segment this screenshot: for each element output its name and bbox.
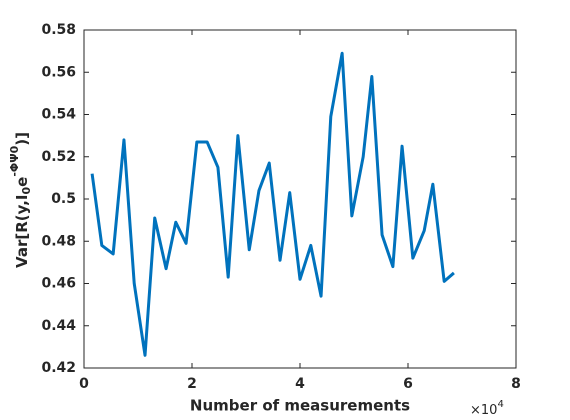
y-tick-label: 0.54 [41,107,76,123]
y-tick-label: 0.5 [51,191,76,207]
y-axis-label-part: e [13,177,31,187]
x-tick-label: 4 [295,376,305,392]
x-tick-label: 6 [403,376,413,392]
line-series [90,51,455,357]
y-axis-label-part: Var[R(y,I [13,195,31,268]
y-axis-label-part: )] [13,132,31,146]
x-tick-label: 2 [187,376,197,392]
y-tick-label: 0.46 [41,276,76,292]
x-tick-label: 0 [79,376,89,392]
y-tick-label: 0.52 [41,149,76,165]
y-tick-label: 0.48 [41,233,76,249]
y-tick-label: 0.44 [41,318,76,334]
plot-area [83,29,517,369]
x-scale-factor: ×104 [470,399,504,418]
y-axis-label-part: -ΦΨ0 [8,145,21,176]
y-axis-label-part: 0 [20,187,33,195]
x-axis-label: Number of measurements [190,397,410,415]
y-axis-label: Var[R(y,I0e-ΦΨ0)] [8,132,33,268]
y-tick-label: 0.58 [41,22,76,38]
x-scale-base: ×10 [470,403,497,418]
y-tick-label: 0.56 [41,64,76,80]
x-tick-label: 8 [511,376,521,392]
x-scale-exponent: 4 [497,399,503,410]
y-tick-label: 0.42 [41,360,76,376]
